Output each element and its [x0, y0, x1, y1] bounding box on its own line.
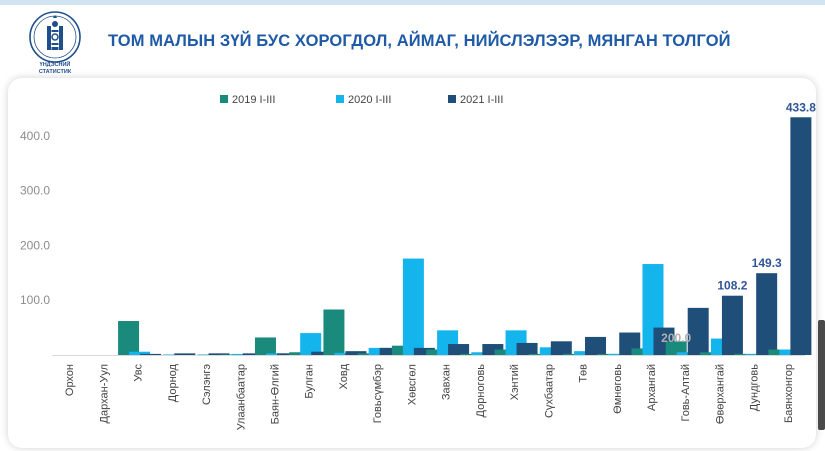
legend-swatch	[336, 95, 344, 103]
bar	[676, 352, 698, 355]
bar	[174, 353, 196, 355]
bar	[254, 337, 276, 355]
bar	[756, 273, 778, 355]
x-category-label: Төв	[578, 364, 590, 383]
page-title: ТОМ МАЛЫН ЗҮЙ БУС ХОРОГДОЛ, АЙМАГ, НИЙСЛ…	[108, 32, 731, 50]
y-tick-label: 400.0	[20, 129, 50, 143]
bar	[276, 353, 298, 355]
y-tick-label: 100.0	[20, 293, 50, 307]
y-tick-label: 200.0	[20, 238, 50, 252]
bar	[357, 353, 379, 355]
x-category-label: Архангай	[646, 364, 658, 411]
logo-caption-line2: СТАТИСТИК	[38, 69, 72, 75]
bar	[118, 321, 140, 355]
bar	[734, 353, 756, 355]
header-top-rule	[0, 0, 825, 5]
x-category-label: Увс	[133, 364, 145, 382]
x-category-label: Ховд	[338, 363, 350, 389]
bar	[402, 258, 424, 355]
bar	[631, 348, 653, 355]
x-category-label: Дорнод	[167, 363, 179, 402]
bar	[448, 344, 470, 355]
bar	[550, 341, 572, 355]
bar	[197, 354, 219, 355]
x-category-label: Хэнтий	[509, 364, 521, 400]
logo-caption: ҮНДЭСНИЙ СТАТИСТИК	[20, 62, 90, 76]
bar	[460, 353, 482, 355]
bar	[300, 333, 322, 355]
bar	[391, 345, 413, 355]
legend-swatch	[220, 95, 228, 103]
bar	[494, 349, 516, 355]
bar	[563, 353, 585, 355]
bar	[220, 354, 242, 355]
data-label: 149.3	[752, 256, 782, 270]
data-label: 200.0	[661, 331, 691, 345]
bar	[745, 353, 767, 355]
bar	[140, 353, 162, 355]
bar	[368, 347, 390, 355]
bar	[426, 349, 448, 355]
legend-label: 2021 I-III	[460, 94, 503, 106]
bar	[334, 352, 356, 355]
x-category-label: Өмнөговь	[612, 364, 624, 414]
x-category-label: Завхан	[441, 364, 453, 400]
x-category-label: Дархан-Уул	[98, 364, 110, 423]
x-category-label: Булган	[304, 364, 316, 399]
bar	[482, 344, 504, 355]
bar	[768, 349, 790, 355]
y-tick-label: 300.0	[20, 184, 50, 198]
x-category-label: Өвөрхангай	[714, 364, 726, 424]
legend-label: 2019 I-III	[232, 94, 275, 106]
x-category-label: Говьсүмбэр	[372, 364, 384, 423]
bar	[163, 354, 185, 355]
bar	[574, 351, 596, 355]
bar	[687, 307, 709, 355]
x-category-label: Баян-Өлгий	[270, 364, 282, 424]
logo-caption-line1: ҮНДЭСНИЙ	[39, 62, 71, 68]
national-statistics-logo	[20, 10, 90, 82]
bar	[289, 352, 311, 355]
legend-swatch	[448, 95, 456, 103]
bar	[779, 349, 801, 355]
side-scroll-strip	[818, 320, 825, 430]
bar	[721, 295, 743, 355]
bar	[265, 353, 287, 355]
bar	[129, 351, 151, 355]
bar	[528, 353, 550, 355]
x-category-label: Хөвсгөл	[406, 364, 418, 405]
data-label: 433.8	[786, 100, 816, 114]
bar	[790, 117, 812, 355]
x-category-label: Орхон	[64, 364, 76, 396]
bar	[242, 353, 264, 355]
bar	[471, 352, 493, 355]
bar	[345, 351, 367, 355]
x-category-label: Улаанбаатар	[235, 364, 247, 430]
soyombo-emblem-icon	[29, 11, 81, 63]
x-category-label: Дундговь	[749, 364, 761, 411]
bar	[323, 309, 345, 355]
data-label: 108.2	[717, 279, 747, 293]
legend-label: 2020 I-III	[348, 94, 391, 106]
bar	[597, 353, 619, 355]
bar	[608, 353, 630, 355]
bar	[413, 347, 435, 355]
x-category-label: Говь-Алтай	[680, 364, 692, 422]
bar	[208, 353, 230, 355]
bar	[516, 342, 538, 355]
x-category-label: Сүхбаатар	[543, 364, 555, 418]
x-category-label: Сэлэнгэ	[201, 364, 213, 405]
x-category-label: Баянхонгор	[783, 364, 795, 423]
bar	[699, 352, 721, 355]
bar	[231, 353, 253, 355]
x-category-label: Дорноговь	[475, 364, 487, 418]
bar	[379, 347, 401, 355]
bar	[539, 347, 561, 355]
bar	[665, 341, 687, 355]
bar	[585, 336, 607, 355]
bar	[311, 351, 333, 355]
